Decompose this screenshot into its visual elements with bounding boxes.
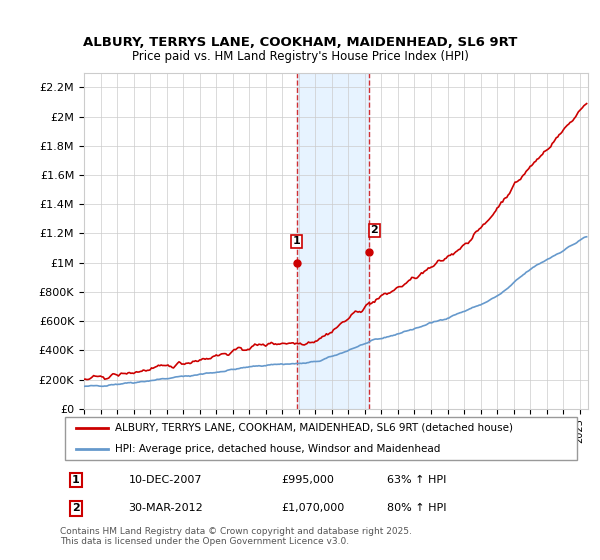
- Text: 63% ↑ HPI: 63% ↑ HPI: [388, 475, 447, 485]
- Text: 30-MAR-2012: 30-MAR-2012: [128, 503, 203, 514]
- Text: Price paid vs. HM Land Registry's House Price Index (HPI): Price paid vs. HM Land Registry's House …: [131, 50, 469, 63]
- Text: 80% ↑ HPI: 80% ↑ HPI: [388, 503, 447, 514]
- Text: ALBURY, TERRYS LANE, COOKHAM, MAIDENHEAD, SL6 9RT: ALBURY, TERRYS LANE, COOKHAM, MAIDENHEAD…: [83, 36, 517, 49]
- Text: 10-DEC-2007: 10-DEC-2007: [128, 475, 202, 485]
- Text: HPI: Average price, detached house, Windsor and Maidenhead: HPI: Average price, detached house, Wind…: [115, 444, 441, 454]
- Text: 2: 2: [72, 503, 80, 514]
- Bar: [298, 73, 369, 409]
- Text: £995,000: £995,000: [282, 475, 335, 485]
- Text: 1: 1: [72, 475, 80, 485]
- Text: 1: 1: [293, 236, 300, 246]
- Text: ALBURY, TERRYS LANE, COOKHAM, MAIDENHEAD, SL6 9RT (detached house): ALBURY, TERRYS LANE, COOKHAM, MAIDENHEAD…: [115, 423, 514, 433]
- Text: £1,070,000: £1,070,000: [282, 503, 345, 514]
- FancyBboxPatch shape: [65, 417, 577, 460]
- Text: Contains HM Land Registry data © Crown copyright and database right 2025.
This d: Contains HM Land Registry data © Crown c…: [60, 526, 412, 546]
- Text: 2: 2: [371, 226, 378, 236]
